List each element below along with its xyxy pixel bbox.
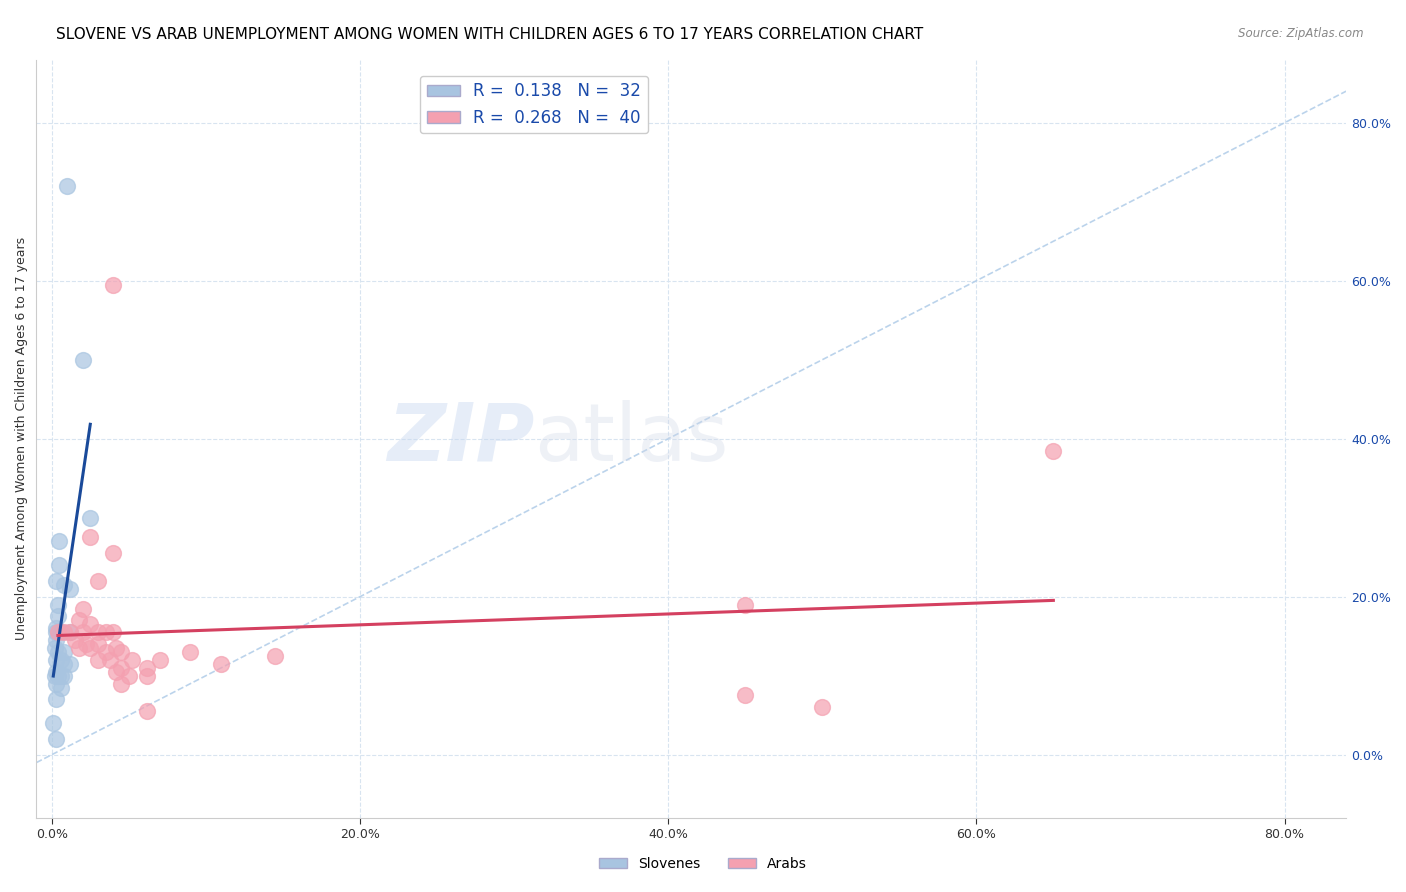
Point — [110, 661, 132, 675]
Point — [46, 669, 69, 683]
Point — [734, 598, 756, 612]
Point — [45, 676, 67, 690]
Point — [79, 510, 101, 524]
Point — [105, 665, 128, 679]
Point — [45, 574, 67, 588]
Point — [264, 648, 287, 663]
Point — [79, 641, 101, 656]
Point — [87, 625, 110, 640]
Point — [49, 653, 72, 667]
Point — [53, 625, 76, 640]
Point — [45, 692, 67, 706]
Point — [56, 179, 79, 194]
Y-axis label: Unemployment Among Women with Children Ages 6 to 17 years: Unemployment Among Women with Children A… — [15, 237, 28, 640]
Point — [53, 645, 76, 659]
Point — [103, 277, 125, 292]
Point — [72, 625, 94, 640]
Point — [136, 661, 159, 675]
Point — [72, 352, 94, 367]
Point — [94, 645, 117, 659]
Point — [63, 633, 86, 648]
Point — [46, 625, 69, 640]
Point — [44, 669, 66, 683]
Text: Source: ZipAtlas.com: Source: ZipAtlas.com — [1239, 27, 1364, 40]
Point — [59, 625, 82, 640]
Point — [79, 617, 101, 632]
Point — [209, 657, 232, 671]
Point — [44, 641, 66, 656]
Point — [69, 641, 91, 656]
Point — [110, 676, 132, 690]
Point — [45, 625, 67, 640]
Point — [45, 633, 67, 648]
Point — [811, 700, 834, 714]
Point — [59, 582, 82, 596]
Point — [46, 645, 69, 659]
Point — [46, 598, 69, 612]
Point — [105, 641, 128, 656]
Point — [149, 653, 172, 667]
Text: SLOVENE VS ARAB UNEMPLOYMENT AMONG WOMEN WITH CHILDREN AGES 6 TO 17 YEARS CORREL: SLOVENE VS ARAB UNEMPLOYMENT AMONG WOMEN… — [56, 27, 924, 42]
Point — [48, 534, 70, 549]
Point — [87, 637, 110, 651]
Point — [179, 645, 201, 659]
Point — [94, 625, 117, 640]
Point — [49, 625, 72, 640]
Point — [136, 669, 159, 683]
Point — [98, 653, 121, 667]
Point — [59, 657, 82, 671]
Point — [45, 665, 67, 679]
Point — [75, 637, 97, 651]
Point — [87, 574, 110, 588]
Point — [72, 601, 94, 615]
Point — [59, 625, 82, 640]
Point — [110, 645, 132, 659]
Point — [45, 731, 67, 746]
Point — [53, 669, 76, 683]
Point — [1042, 443, 1064, 458]
Point — [121, 653, 143, 667]
Legend: Slovenes, Arabs: Slovenes, Arabs — [593, 851, 813, 876]
Point — [45, 621, 67, 635]
Legend: R =  0.138   N =  32, R =  0.268   N =  40: R = 0.138 N = 32, R = 0.268 N = 40 — [420, 76, 648, 133]
Point — [49, 669, 72, 683]
Text: ZIP: ZIP — [387, 400, 534, 478]
Point — [49, 681, 72, 695]
Point — [118, 669, 141, 683]
Point — [69, 614, 91, 628]
Point — [48, 558, 70, 573]
Point — [46, 609, 69, 624]
Point — [103, 625, 125, 640]
Point — [87, 653, 110, 667]
Point — [79, 531, 101, 545]
Point — [42, 716, 65, 731]
Point — [734, 689, 756, 703]
Point — [45, 653, 67, 667]
Text: atlas: atlas — [534, 400, 728, 478]
Point — [53, 657, 76, 671]
Point — [53, 578, 76, 592]
Point — [136, 704, 159, 718]
Point — [103, 546, 125, 560]
